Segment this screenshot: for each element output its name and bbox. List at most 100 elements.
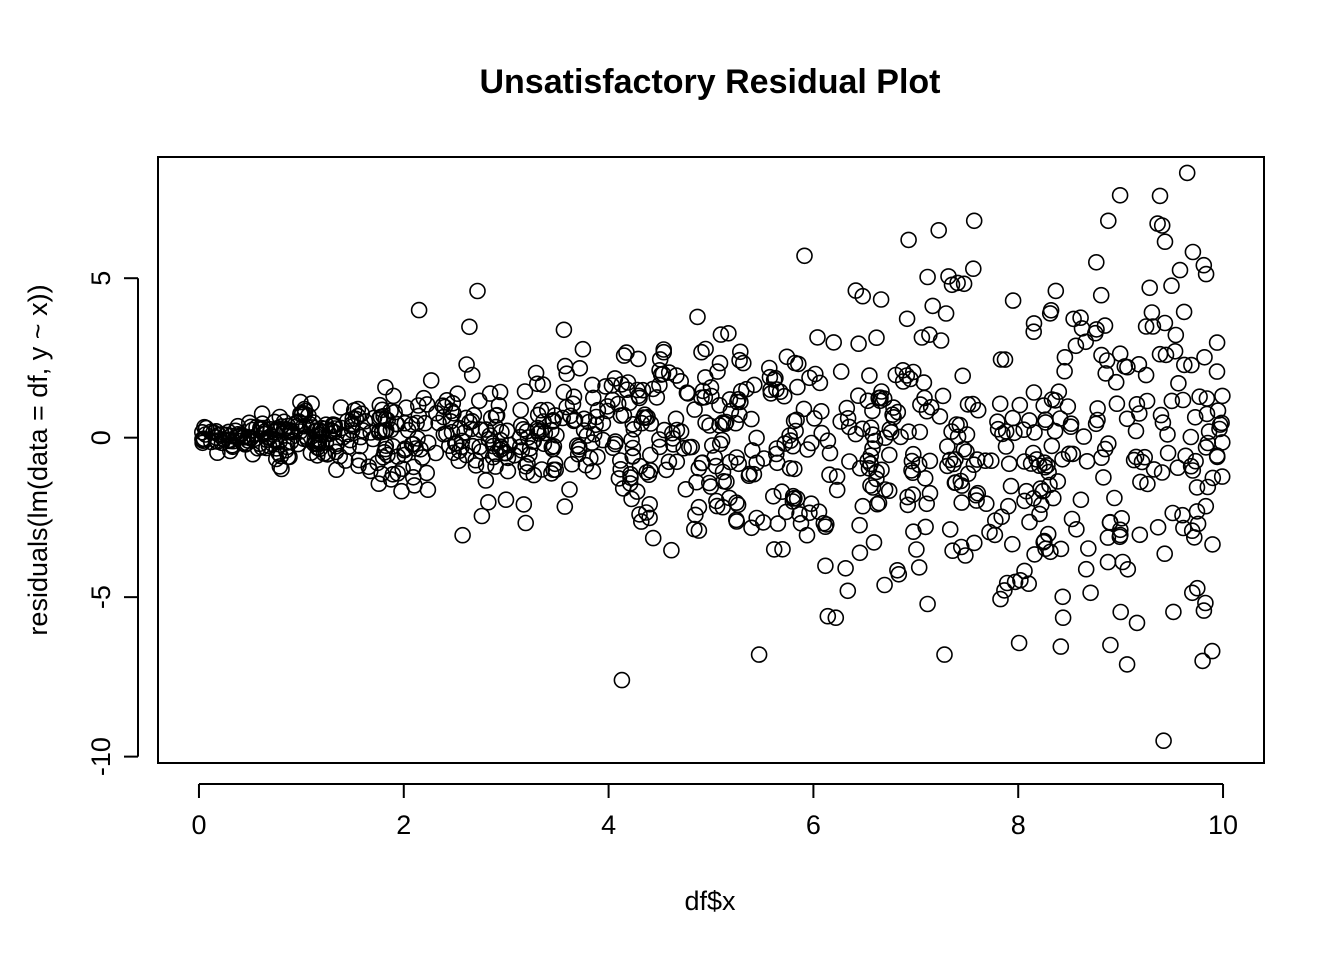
data-point: [241, 414, 258, 432]
data-point: [865, 534, 883, 551]
data-point: [642, 415, 660, 432]
data-point: [1021, 412, 1038, 429]
data-point: [720, 324, 737, 342]
data-point: [499, 462, 517, 480]
data-point: [1151, 187, 1169, 205]
data-point: [565, 388, 583, 406]
data-point: [1182, 457, 1200, 475]
data-point: [1064, 445, 1082, 463]
data-point: [1089, 400, 1106, 417]
data-point: [918, 495, 936, 513]
data-point: [1051, 410, 1069, 427]
data-point: [727, 414, 745, 432]
data-point: [908, 541, 925, 558]
data-point: [641, 509, 658, 527]
data-point: [546, 455, 564, 473]
data-point: [965, 456, 983, 474]
data-point: [428, 404, 445, 422]
data-point: [1068, 520, 1085, 538]
x-tick-label: 10: [1208, 810, 1238, 840]
data-point: [1169, 459, 1187, 477]
data-point: [351, 437, 369, 455]
data-point: [490, 396, 508, 414]
data-point: [604, 391, 621, 409]
data-point: [731, 343, 749, 361]
data-point: [1096, 317, 1114, 334]
data-point: [955, 275, 973, 293]
data-point: [734, 354, 752, 372]
data-point: [910, 559, 928, 576]
data-point: [714, 414, 732, 432]
data-point: [1163, 277, 1180, 295]
data-point: [881, 420, 899, 438]
data-point: [958, 426, 976, 443]
data-point: [977, 495, 995, 513]
data-point: [585, 425, 603, 443]
data-point: [941, 521, 959, 538]
data-point: [341, 431, 359, 449]
data-point: [969, 484, 987, 502]
data-point: [937, 305, 955, 322]
data-point: [487, 418, 505, 436]
data-point: [545, 461, 562, 479]
data-point: [902, 370, 919, 388]
data-point: [278, 434, 296, 451]
data-point: [477, 421, 495, 438]
data-point: [760, 359, 778, 377]
x-tick-label: 6: [806, 810, 821, 840]
data-point: [279, 417, 297, 435]
data-point: [1004, 409, 1022, 427]
data-point: [1010, 634, 1028, 652]
data-point: [905, 523, 922, 541]
data-point: [912, 396, 929, 413]
data-point: [1128, 395, 1146, 413]
data-point: [802, 495, 820, 513]
data-point: [924, 297, 942, 315]
data-point: [1154, 414, 1172, 431]
data-point: [624, 439, 642, 457]
data-point: [711, 354, 729, 372]
data-point: [656, 421, 673, 439]
data-point: [442, 413, 460, 430]
data-point: [491, 383, 509, 401]
data-point: [930, 222, 948, 239]
data-point: [748, 429, 765, 447]
data-point: [1136, 448, 1153, 466]
data-point: [764, 487, 782, 505]
data-point: [1075, 428, 1093, 445]
data-point: [1186, 408, 1204, 426]
data-point: [575, 410, 593, 428]
data-point: [899, 496, 917, 514]
data-point: [515, 496, 533, 513]
data-point: [1177, 447, 1194, 465]
data-point: [862, 419, 880, 437]
data-point: [1114, 553, 1131, 571]
y-tick-label: 5: [86, 271, 116, 286]
data-point: [1199, 434, 1217, 452]
data-point: [253, 405, 271, 423]
data-point: [1153, 464, 1171, 481]
data-point: [784, 493, 802, 510]
data-point: [940, 268, 957, 285]
data-point: [389, 465, 407, 482]
data-point: [1011, 396, 1029, 414]
x-tick-label: 4: [601, 810, 616, 840]
data-point: [1163, 392, 1181, 410]
data-point: [463, 366, 481, 384]
data-point: [597, 378, 614, 395]
data-point: [260, 437, 278, 455]
data-point: [1107, 373, 1125, 391]
data-point: [1112, 526, 1129, 544]
data-point: [806, 365, 824, 383]
data-point: [1152, 406, 1170, 424]
data-point: [1186, 529, 1203, 546]
data-point: [1183, 356, 1200, 374]
data-point: [1164, 504, 1181, 522]
data-point: [464, 437, 482, 455]
data-point: [209, 444, 226, 462]
data-point: [1060, 445, 1078, 463]
data-point: [1097, 365, 1114, 382]
data-point: [623, 490, 640, 508]
data-point: [1098, 352, 1116, 369]
data-point: [944, 542, 961, 560]
